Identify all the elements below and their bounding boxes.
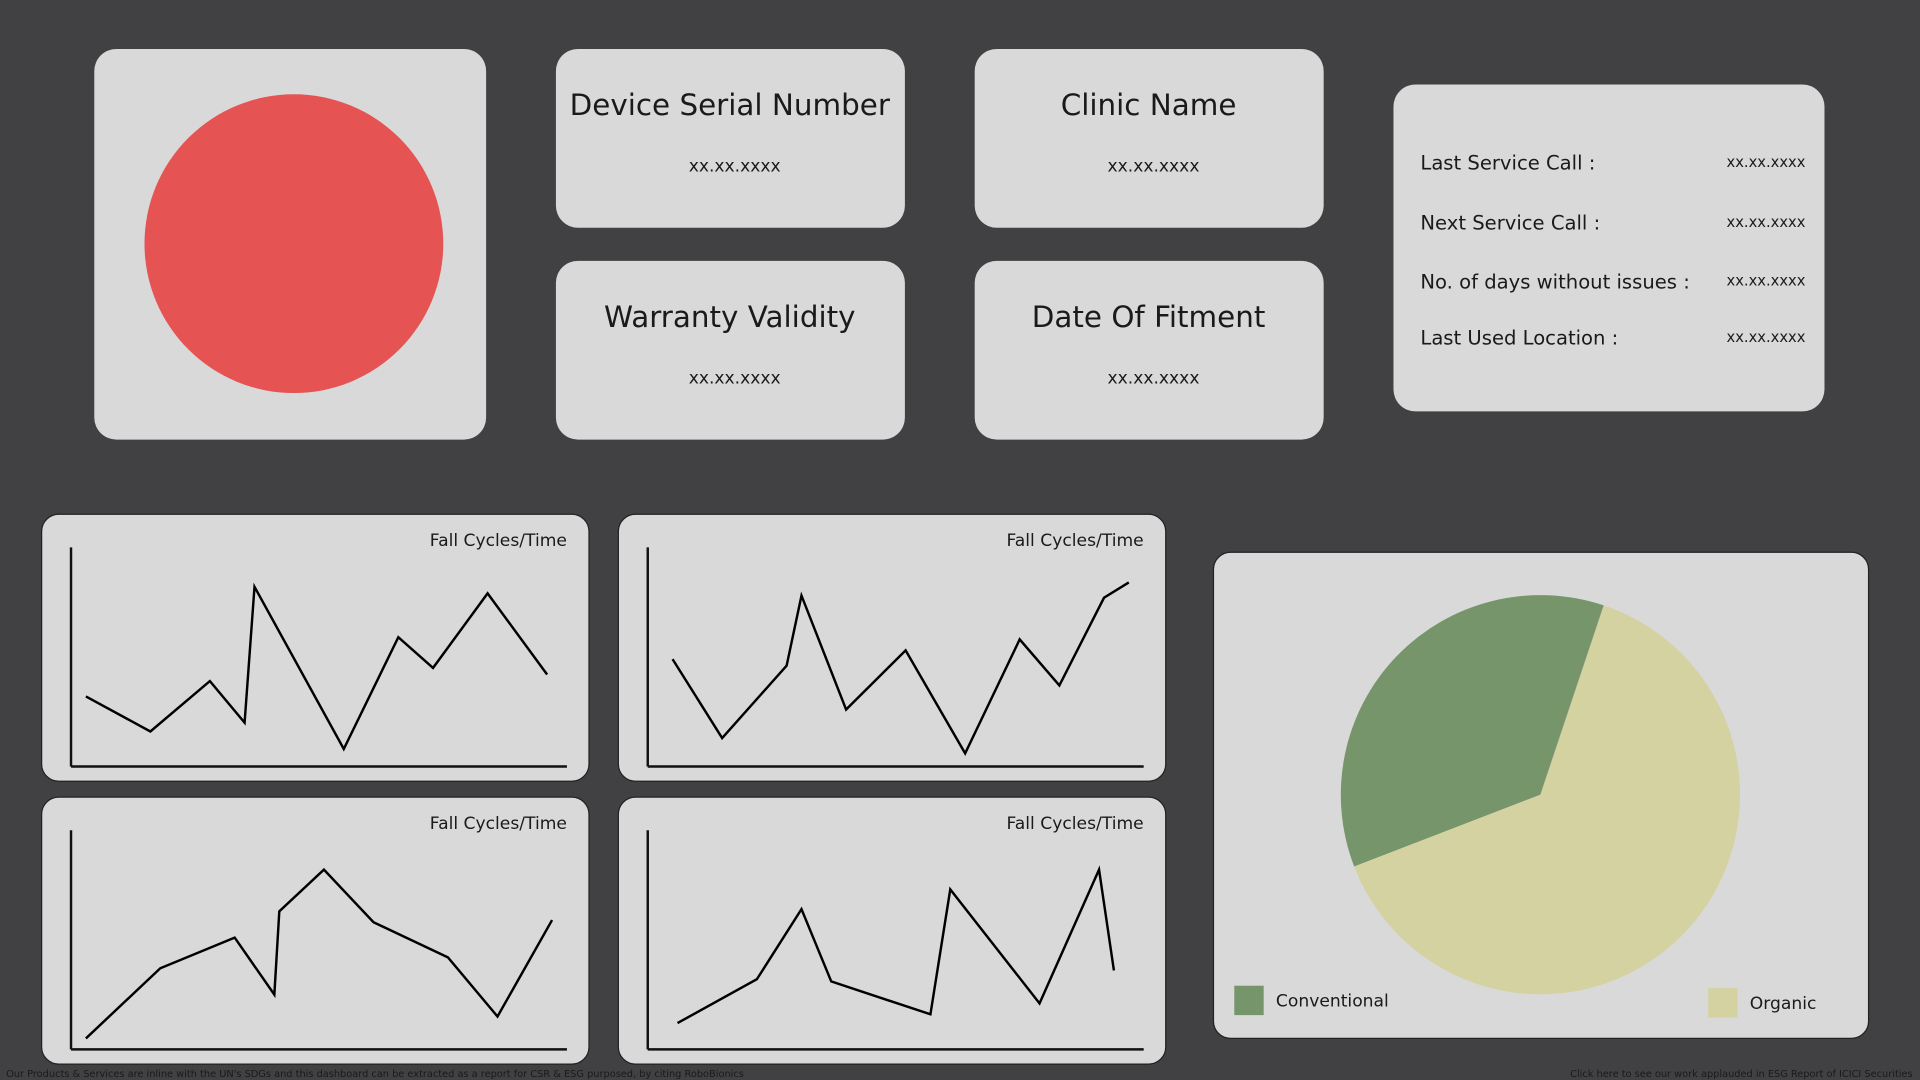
info-tile	[974, 48, 1324, 228]
info-tile	[555, 48, 905, 228]
chart-panel	[41, 796, 590, 1065]
chart-panel	[617, 513, 1167, 782]
service-panel	[1393, 84, 1825, 412]
info-tile	[555, 260, 905, 440]
service-value: xx.xx.xxxx	[1727, 154, 1806, 171]
service-label: Last Used Location :	[1420, 327, 1618, 350]
chart-title: Fall Cycles/Time	[1007, 814, 1144, 834]
legend-label: Organic	[1750, 994, 1817, 1014]
footer-link[interactable]: Click here to see our work applauded in …	[1570, 1069, 1913, 1080]
pie-slice	[1340, 595, 1604, 867]
data-line	[85, 582, 549, 752]
status-indicator	[144, 94, 444, 394]
tile-value: xx.xx.xxxx	[1107, 368, 1199, 388]
tile-title: Warranty Validity	[604, 300, 856, 334]
service-label: Last Service Call :	[1420, 152, 1595, 175]
service-value: xx.xx.xxxx	[1727, 329, 1806, 346]
service-label: Next Service Call :	[1420, 212, 1600, 235]
chart-panel	[41, 513, 590, 782]
tile-value: xx.xx.xxxx	[689, 157, 781, 177]
data-line	[671, 581, 1130, 757]
tile-value: xx.xx.xxxx	[1107, 157, 1199, 177]
chart-title: Fall Cycles/Time	[430, 814, 567, 834]
tile-title: Date Of Fitment	[1032, 300, 1266, 334]
chart-panel	[617, 796, 1167, 1065]
pie-slice	[1354, 605, 1740, 995]
tile-title: Device Serial Number	[570, 88, 891, 122]
service-value: xx.xx.xxxx	[1727, 214, 1806, 231]
data-line	[676, 865, 1116, 1025]
tile-title: Clinic Name	[1061, 88, 1237, 122]
chart-title: Fall Cycles/Time	[1007, 531, 1144, 551]
chart-title: Fall Cycles/Time	[430, 531, 567, 551]
service-value: xx.xx.xxxx	[1727, 273, 1806, 290]
data-line	[85, 867, 554, 1040]
legend-label: Conventional	[1276, 992, 1389, 1012]
footer-note: Our Products & Services are inline with …	[6, 1069, 744, 1080]
tile-value: xx.xx.xxxx	[689, 368, 781, 388]
info-tile	[974, 260, 1324, 440]
legend-swatch	[1234, 985, 1264, 1016]
service-label: No. of days without issues :	[1420, 270, 1689, 293]
legend-swatch	[1708, 988, 1738, 1018]
